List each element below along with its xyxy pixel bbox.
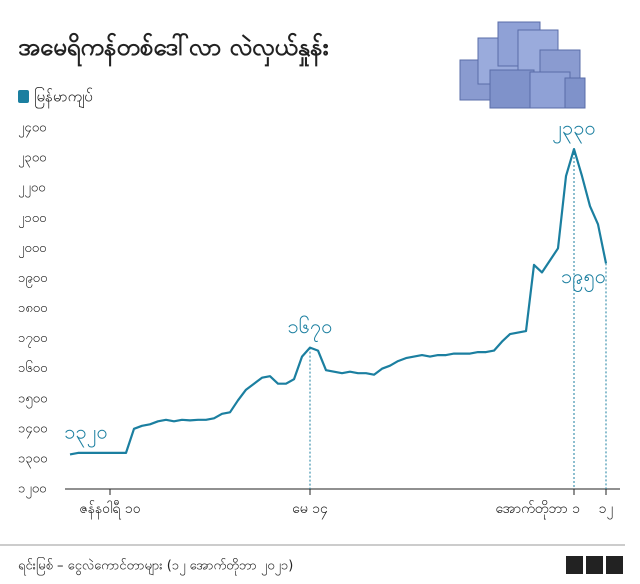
y-tick-label: ၂၁၀၀ bbox=[18, 211, 46, 228]
y-tick-label: ၁၈၀၀ bbox=[18, 301, 47, 316]
y-tick-label: ၂၃၀၀ bbox=[18, 151, 46, 168]
value-label: ၁၆၇၀ bbox=[288, 314, 333, 342]
chart-title: အမေရိကန်တစ်ဒေါ်လာ လဲလှယ်နှုန်း bbox=[18, 32, 329, 67]
y-tick-label: ၂၄၀၀ bbox=[18, 121, 46, 138]
legend-label: မြန်မာကျပ် bbox=[34, 87, 93, 109]
y-tick-label: ၁၅၀၀ bbox=[18, 391, 47, 408]
value-label: ၁၃၂၀ bbox=[64, 419, 108, 447]
value-label: ၂၃၃၀ bbox=[552, 116, 596, 144]
bbc-logo bbox=[566, 556, 623, 574]
x-tick-label: မေ ၁၄ bbox=[292, 501, 328, 519]
y-tick-label: ၁၃၀၀ bbox=[18, 451, 47, 468]
series-line bbox=[69, 148, 608, 456]
y-tick-label: ၁၆၀၀ bbox=[18, 360, 47, 376]
y-tick-label: ၂၀၀၀ bbox=[18, 241, 46, 258]
y-tick-label: ၁၇၀၀ bbox=[18, 331, 47, 348]
money-illustration bbox=[459, 21, 586, 109]
value-label: ၁၉၅၀ bbox=[561, 264, 606, 292]
x-tick-label: ၁၂ bbox=[599, 501, 614, 519]
y-tick-label: ၂၂၀၀ bbox=[18, 181, 45, 198]
legend-swatch bbox=[18, 90, 29, 103]
y-tick-label: ၁၄၀၀ bbox=[18, 421, 47, 438]
source: ရင်းမြစ် – ငွေလဲကောင်တာများ (၁၂ အောက်တို… bbox=[18, 557, 293, 576]
y-tick-label: ၁၂၀၀ bbox=[18, 482, 46, 499]
x-tick-label: ဇန်နဝါရီ ၁၀ bbox=[79, 501, 140, 519]
y-tick-label: ၁၉၀၀ bbox=[18, 271, 47, 288]
x-tick-label: အောက်တိုဘာ ၁ bbox=[495, 501, 580, 519]
